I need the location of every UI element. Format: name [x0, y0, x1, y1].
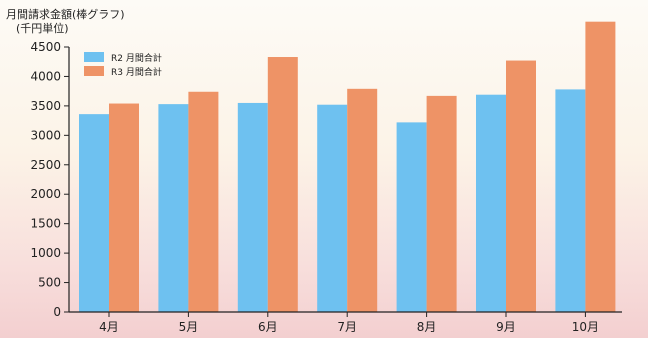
- x-tick-label: 9月: [496, 320, 516, 334]
- y-tick-label: 3000: [30, 128, 61, 142]
- y-tick-label: 2500: [30, 158, 61, 172]
- bar-r2-10: [555, 89, 586, 313]
- chart-title: 月間請求金額(棒グラフ): [6, 8, 125, 21]
- bar-r3-8: [426, 95, 457, 312]
- bar-group: [79, 21, 616, 313]
- bar-r2-8: [396, 122, 427, 312]
- x-axis-ticks: 4月 5月 6月 7月 8月 9月 10月: [99, 312, 599, 334]
- bar-r3-10: [585, 21, 616, 313]
- y-tick-label: 4000: [30, 69, 61, 83]
- y-tick-label: 4500: [30, 40, 61, 54]
- bar-r2-9: [476, 94, 506, 312]
- bar-r3-6: [267, 57, 298, 313]
- legend-label-r2: R2 月間合計: [111, 52, 162, 64]
- x-tick-label: 4月: [99, 320, 119, 334]
- chart-subtitle: (千円単位): [16, 22, 69, 35]
- x-tick-label: 5月: [179, 320, 199, 334]
- x-tick-label: 8月: [417, 320, 437, 334]
- y-tick-label: 0: [53, 305, 61, 319]
- legend-label-r3: R3 月間合計: [111, 66, 162, 78]
- bar-r3-9: [506, 60, 536, 312]
- y-tick-label: 3500: [30, 99, 61, 113]
- y-tick-label: 500: [38, 276, 61, 290]
- y-tick-label: 2000: [30, 187, 61, 201]
- bar-r2-5: [158, 104, 189, 312]
- y-tick-label: 1000: [30, 246, 61, 260]
- legend-swatch-r3: [84, 66, 104, 76]
- bar-r2-6: [237, 102, 268, 312]
- x-tick-label: 10月: [572, 320, 599, 334]
- bar-r2-7: [317, 104, 348, 312]
- bar-r3-5: [188, 91, 219, 312]
- bar-r2-4: [79, 114, 109, 312]
- x-tick-label: 6月: [258, 320, 278, 334]
- x-tick-label: 7月: [337, 320, 357, 334]
- legend: R2 月間合計 R3 月間合計: [84, 52, 162, 78]
- bar-r3-7: [347, 88, 378, 312]
- y-tick-label: 1500: [30, 217, 61, 231]
- bar-r3-4: [109, 103, 139, 313]
- y-axis-ticks: 0 500 1000 1500 2000 2500 3000 3500 4000 4500: [30, 40, 69, 319]
- legend-swatch-r2: [84, 52, 104, 62]
